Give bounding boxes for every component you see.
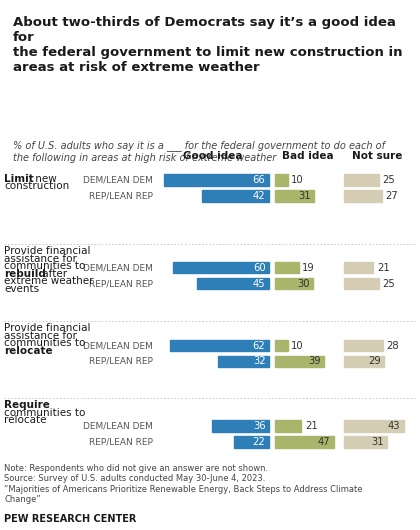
Text: communities to: communities to: [4, 408, 86, 418]
Text: PEW RESEARCH CENTER: PEW RESEARCH CENTER: [4, 514, 136, 524]
Text: REP/LEAN REP: REP/LEAN REP: [89, 438, 153, 446]
Text: 21: 21: [377, 263, 389, 272]
Text: Provide financial: Provide financial: [4, 246, 91, 257]
Text: Bad idea: Bad idea: [282, 151, 333, 161]
Text: 32: 32: [253, 357, 265, 366]
Text: 66: 66: [253, 175, 265, 185]
Text: construction: construction: [4, 181, 69, 191]
Text: 10: 10: [291, 341, 304, 350]
Text: 22: 22: [253, 437, 265, 447]
Text: 31: 31: [371, 437, 384, 447]
Text: 19: 19: [302, 263, 315, 272]
Text: 45: 45: [253, 279, 265, 288]
Text: relocate: relocate: [4, 415, 47, 425]
Text: communities to: communities to: [4, 338, 86, 348]
Text: About two-thirds of Democrats say it’s a good idea for
the federal government to: About two-thirds of Democrats say it’s a…: [13, 16, 402, 74]
Text: DEM/LEAN DEM: DEM/LEAN DEM: [84, 422, 153, 430]
Text: 27: 27: [385, 191, 398, 201]
Text: events: events: [4, 284, 39, 294]
Text: Require: Require: [4, 400, 50, 410]
Text: 21: 21: [305, 421, 318, 431]
Text: Provide financial: Provide financial: [4, 323, 91, 333]
Text: 31: 31: [298, 191, 310, 201]
Text: new: new: [32, 174, 56, 184]
Text: 36: 36: [253, 421, 265, 431]
Text: Note: Respondents who did not give an answer are not shown.
Source: Survey of U.: Note: Respondents who did not give an an…: [4, 464, 363, 504]
Text: 62: 62: [253, 341, 265, 350]
Text: 30: 30: [297, 279, 309, 288]
Text: after: after: [39, 269, 67, 279]
Text: 29: 29: [368, 357, 381, 366]
Text: relocate: relocate: [4, 346, 53, 356]
Text: DEM/LEAN DEM: DEM/LEAN DEM: [84, 176, 153, 184]
Text: 28: 28: [386, 341, 399, 350]
Text: 42: 42: [253, 191, 265, 201]
Text: 47: 47: [318, 437, 331, 447]
Text: Good idea: Good idea: [184, 151, 243, 161]
Text: 25: 25: [382, 279, 395, 288]
Text: assistance for: assistance for: [4, 254, 77, 264]
Text: 25: 25: [382, 175, 395, 185]
Text: extreme weather: extreme weather: [4, 276, 94, 286]
Text: assistance for: assistance for: [4, 331, 77, 341]
Text: REP/LEAN REP: REP/LEAN REP: [89, 192, 153, 200]
Text: REP/LEAN REP: REP/LEAN REP: [89, 357, 153, 366]
Text: 39: 39: [308, 357, 320, 366]
Text: DEM/LEAN DEM: DEM/LEAN DEM: [84, 263, 153, 272]
Text: 60: 60: [253, 263, 265, 272]
Text: 10: 10: [291, 175, 304, 185]
Text: 43: 43: [388, 421, 401, 431]
Text: communities to: communities to: [4, 261, 86, 271]
Text: DEM/LEAN DEM: DEM/LEAN DEM: [84, 341, 153, 350]
Text: rebuild: rebuild: [4, 269, 46, 279]
Text: % of U.S. adults who say it is a ___ for the federal government to do each of
th: % of U.S. adults who say it is a ___ for…: [13, 140, 385, 163]
Text: Limit: Limit: [4, 174, 34, 184]
Text: REP/LEAN REP: REP/LEAN REP: [89, 279, 153, 288]
Text: Not sure: Not sure: [352, 151, 403, 161]
